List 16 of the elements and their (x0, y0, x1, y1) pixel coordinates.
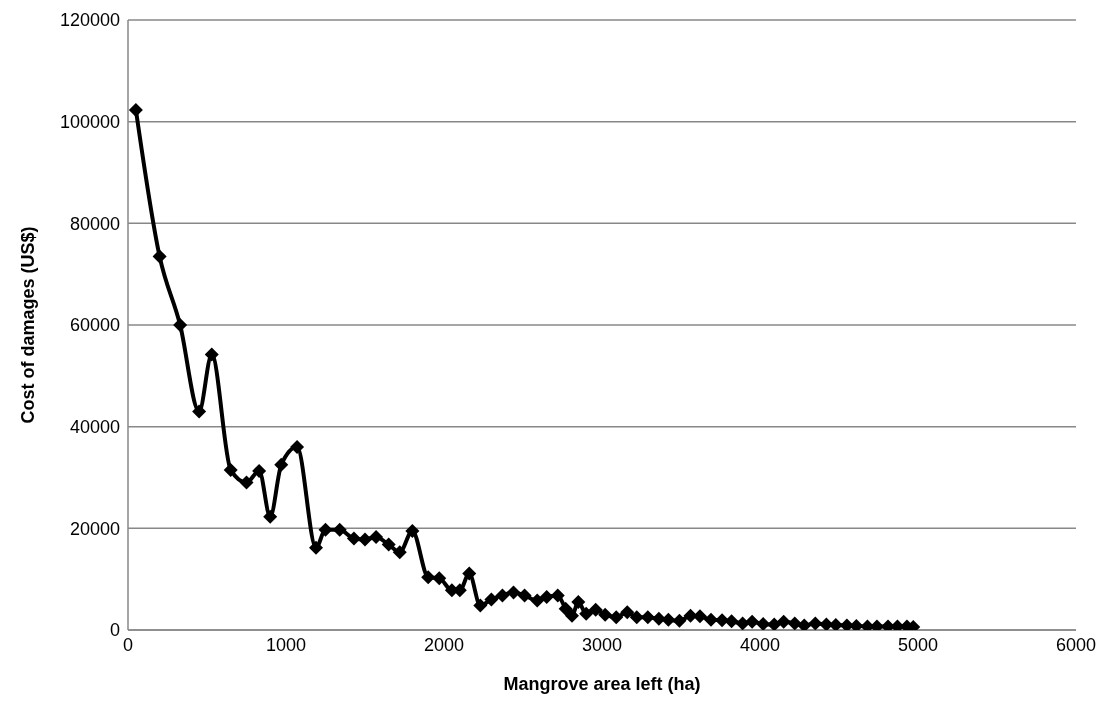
x-tick-label: 0 (122, 634, 134, 655)
y-tick-label: 40000 (69, 417, 120, 438)
x-tick-label: 3000 (581, 634, 623, 655)
x-tick-label: 4000 (739, 634, 781, 655)
x-tick-label: 2000 (423, 634, 465, 655)
y-tick-label: 20000 (69, 518, 120, 539)
y-axis-title: Cost of damages (US$) (18, 226, 39, 424)
x-axis-title: Mangrove area left (ha) (503, 674, 701, 694)
y-tick-label: 0 (109, 620, 120, 641)
y-tick-label: 60000 (69, 315, 120, 336)
x-tick-label: 1000 (265, 634, 307, 655)
y-tick-label: 80000 (69, 213, 120, 234)
x-tick-label: 6000 (1055, 634, 1097, 655)
x-tick-label: 5000 (897, 634, 939, 655)
y-tick-label: 120000 (59, 10, 120, 31)
y-tick-label: 100000 (59, 112, 120, 133)
